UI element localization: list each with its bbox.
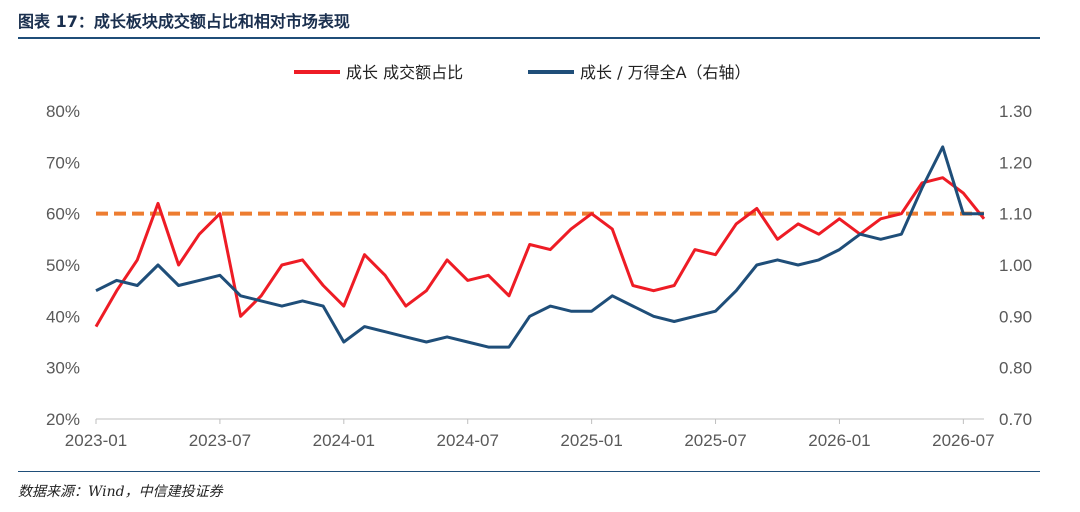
y-right-tick-label: 1.00: [999, 256, 1032, 275]
legend-label-share: 成长 成交额占比: [346, 63, 463, 82]
series-line-share: [94, 176, 986, 328]
x-tick-label: 2025-01: [560, 431, 622, 450]
x-tick-label: 2026-01: [808, 431, 870, 450]
y-left-tick-label: 30%: [46, 359, 80, 378]
series-line-relative: [95, 145, 984, 349]
y-right-tick-label: 0.80: [999, 359, 1032, 378]
y-left-tick-label: 70%: [46, 153, 80, 172]
y-right-tick-label: 0.70: [999, 410, 1032, 429]
bottom-rule: [18, 471, 1040, 472]
y-left-tick-label: 20%: [46, 410, 80, 429]
x-tick-label: 2023-01: [65, 431, 127, 450]
x-tick-label: 2023-07: [189, 431, 251, 450]
y-left-tick-label: 50%: [46, 256, 80, 275]
y-right-tick-label: 1.30: [999, 102, 1032, 121]
x-tick-label: 2026-07: [932, 431, 994, 450]
x-tick-label: 2025-07: [684, 431, 746, 450]
y-left-tick-label: 80%: [46, 102, 80, 121]
y-right-tick-label: 1.10: [999, 205, 1032, 224]
legend: 成长 成交额占比 成长 / 万得全A（右轴）: [294, 63, 751, 82]
y-left-tick-label: 40%: [46, 307, 80, 326]
y-right-axis: 0.70 0.80 0.90 1.00 1.10 1.20 1.30: [999, 102, 1032, 429]
y-left-tick-label: 60%: [46, 205, 80, 224]
top-rule: [18, 37, 1040, 39]
y-right-tick-label: 0.90: [999, 307, 1032, 326]
x-axis: 2023-01 2023-07 2024-01 2024-07 2025-01 2025-…: [65, 419, 995, 450]
x-tick-label: 2024-07: [437, 431, 499, 450]
y-left-axis: 20% 30% 40% 50% 60% 70% 80%: [46, 102, 80, 429]
source-note: 数据来源：Wind，中信建投证券: [18, 484, 223, 500]
figure-title: 图表 17：成长板块成交额占比和相对市场表现: [18, 12, 350, 31]
x-tick-label: 2024-01: [313, 431, 375, 450]
y-right-tick-label: 1.20: [999, 153, 1032, 172]
legend-label-relative: 成长 / 万得全A（右轴）: [580, 63, 751, 82]
